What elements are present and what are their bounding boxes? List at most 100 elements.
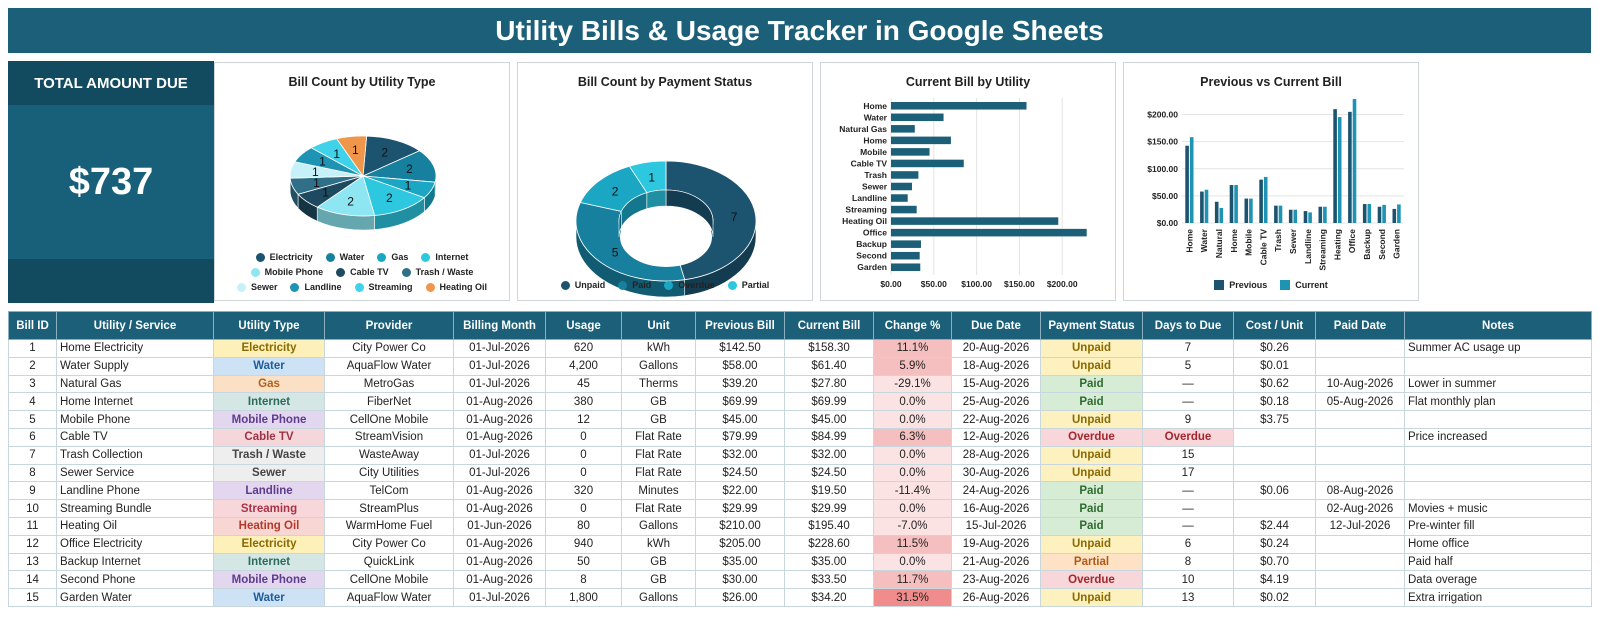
cell-bill-id[interactable]: 11 — [8, 516, 57, 536]
cell-paid-date[interactable]: 08-Aug-2026 — [1315, 481, 1405, 501]
cell-payment-status[interactable]: Unpaid — [1040, 445, 1143, 465]
table-row[interactable]: 4 Home Internet Internet FiberNet 01-Aug-202… — [8, 392, 1592, 412]
cell-days-to-due[interactable]: 17 — [1142, 463, 1234, 483]
cell-bill-id[interactable]: 3 — [8, 374, 57, 394]
cell-bill-id[interactable]: 1 — [8, 339, 57, 358]
cell-due-date[interactable]: 28-Aug-2026 — [951, 445, 1041, 465]
cell-previous-bill[interactable]: $45.00 — [695, 410, 785, 429]
cell-current-bill[interactable]: $34.20 — [784, 588, 874, 607]
cell-days-to-due[interactable]: 9 — [1142, 410, 1234, 429]
cell-current-bill[interactable]: $29.99 — [784, 499, 874, 518]
cell-unit[interactable]: Flat Rate — [621, 463, 696, 483]
cell-utility-service[interactable]: Home Internet — [56, 392, 214, 412]
cell-utility-service[interactable]: Office Electricity — [56, 534, 214, 554]
column-header-utility-type[interactable]: Utility Type — [213, 311, 325, 340]
cell-utility-service[interactable]: Garden Water — [56, 588, 214, 607]
cell-notes[interactable] — [1404, 481, 1592, 501]
cell-utility-service[interactable]: Cable TV — [56, 427, 214, 447]
cell-utility-type[interactable]: Sewer — [213, 463, 325, 483]
cell-usage[interactable]: 320 — [545, 481, 622, 501]
cell-change[interactable]: -29.1% — [873, 374, 952, 394]
cell-bill-id[interactable]: 15 — [8, 588, 57, 607]
cell-payment-status[interactable]: Unpaid — [1040, 356, 1143, 376]
cell-notes[interactable]: Summer AC usage up — [1404, 339, 1592, 358]
cell-paid-date[interactable] — [1315, 534, 1405, 554]
cell-billing-month[interactable]: 01-Jul-2026 — [453, 445, 546, 465]
cell-bill-id[interactable]: 13 — [8, 552, 57, 572]
table-row[interactable]: 5 Mobile Phone Mobile Phone CellOne Mobile 0… — [8, 410, 1592, 429]
cell-notes[interactable]: Data overage — [1404, 570, 1592, 590]
cell-provider[interactable]: CellOne Mobile — [324, 410, 454, 429]
cell-notes[interactable] — [1404, 445, 1592, 465]
column-header-provider[interactable]: Provider — [324, 311, 454, 340]
cell-utility-type[interactable]: Mobile Phone — [213, 570, 325, 590]
cell-change[interactable]: 0.0% — [873, 392, 952, 412]
cell-bill-id[interactable]: 12 — [8, 534, 57, 554]
cell-unit[interactable]: Minutes — [621, 481, 696, 501]
table-row[interactable]: 14 Second Phone Mobile Phone CellOne Mobile… — [8, 570, 1592, 590]
cell-utility-type[interactable]: Internet — [213, 392, 325, 412]
cell-notes[interactable] — [1404, 463, 1592, 483]
cell-previous-bill[interactable]: $79.99 — [695, 427, 785, 447]
cell-paid-date[interactable]: 05-Aug-2026 — [1315, 392, 1405, 412]
table-row[interactable]: 13 Backup Internet Internet QuickLink 01-Aug… — [8, 552, 1592, 572]
table-row[interactable]: 8 Sewer Service Sewer City Utilities 01-Jul-… — [8, 463, 1592, 483]
cell-unit[interactable]: GB — [621, 552, 696, 572]
cell-billing-month[interactable]: 01-Aug-2026 — [453, 410, 546, 429]
cell-paid-date[interactable] — [1315, 588, 1405, 607]
cell-previous-bill[interactable]: $26.00 — [695, 588, 785, 607]
cell-days-to-due[interactable]: 13 — [1142, 588, 1234, 607]
cell-change[interactable]: 0.0% — [873, 445, 952, 465]
cell-billing-month[interactable]: 01-Aug-2026 — [453, 552, 546, 572]
cell-previous-bill[interactable]: $22.00 — [695, 481, 785, 501]
cell-provider[interactable]: TelCom — [324, 481, 454, 501]
cell-current-bill[interactable]: $19.50 — [784, 481, 874, 501]
cell-payment-status[interactable]: Paid — [1040, 516, 1143, 536]
cell-previous-bill[interactable]: $29.99 — [695, 499, 785, 518]
cell-utility-type[interactable]: Mobile Phone — [213, 410, 325, 429]
cell-unit[interactable]: Gallons — [621, 588, 696, 607]
table-row[interactable]: 7 Trash Collection Trash / Waste WasteAway 0… — [8, 445, 1592, 465]
cell-cost-unit[interactable]: $0.70 — [1233, 552, 1316, 572]
cell-bill-id[interactable]: 5 — [8, 410, 57, 429]
cell-payment-status[interactable]: Unpaid — [1040, 339, 1143, 358]
cell-due-date[interactable]: 18-Aug-2026 — [951, 356, 1041, 376]
cell-provider[interactable]: MetroGas — [324, 374, 454, 394]
cell-change[interactable]: -11.4% — [873, 481, 952, 501]
cell-unit[interactable]: Flat Rate — [621, 427, 696, 447]
cell-billing-month[interactable]: 01-Aug-2026 — [453, 481, 546, 501]
cell-paid-date[interactable] — [1315, 339, 1405, 358]
cell-current-bill[interactable]: $35.00 — [784, 552, 874, 572]
cell-due-date[interactable]: 15-Jul-2026 — [951, 516, 1041, 536]
cell-paid-date[interactable] — [1315, 570, 1405, 590]
cell-bill-id[interactable]: 2 — [8, 356, 57, 376]
cell-billing-month[interactable]: 01-Jun-2026 — [453, 516, 546, 536]
cell-payment-status[interactable]: Unpaid — [1040, 588, 1143, 607]
cell-utility-type[interactable]: Gas — [213, 374, 325, 394]
cell-change[interactable]: 5.9% — [873, 356, 952, 376]
cell-utility-service[interactable]: Water Supply — [56, 356, 214, 376]
cell-due-date[interactable]: 24-Aug-2026 — [951, 481, 1041, 501]
column-header-current-bill[interactable]: Current Bill — [784, 311, 874, 340]
cell-billing-month[interactable]: 01-Jul-2026 — [453, 588, 546, 607]
cell-utility-service[interactable]: Landline Phone — [56, 481, 214, 501]
cell-utility-type[interactable]: Internet — [213, 552, 325, 572]
cell-bill-id[interactable]: 10 — [8, 499, 57, 518]
cell-days-to-due[interactable]: — — [1142, 481, 1234, 501]
cell-unit[interactable]: GB — [621, 392, 696, 412]
cell-cost-unit[interactable]: $0.02 — [1233, 588, 1316, 607]
cell-current-bill[interactable]: $61.40 — [784, 356, 874, 376]
cell-notes[interactable]: Extra irrigation — [1404, 588, 1592, 607]
table-row[interactable]: 9 Landline Phone Landline TelCom 01-Aug-2026… — [8, 481, 1592, 501]
cell-previous-bill[interactable]: $69.99 — [695, 392, 785, 412]
cell-current-bill[interactable]: $228.60 — [784, 534, 874, 554]
cell-paid-date[interactable]: 12-Jul-2026 — [1315, 516, 1405, 536]
cell-provider[interactable]: StreamPlus — [324, 499, 454, 518]
cell-notes[interactable]: Flat monthly plan — [1404, 392, 1592, 412]
cell-unit[interactable]: Gallons — [621, 516, 696, 536]
cell-billing-month[interactable]: 01-Jul-2026 — [453, 339, 546, 358]
cell-usage[interactable]: 0 — [545, 427, 622, 447]
cell-usage[interactable]: 0 — [545, 463, 622, 483]
cell-cost-unit[interactable] — [1233, 499, 1316, 518]
cell-provider[interactable]: WarmHome Fuel — [324, 516, 454, 536]
